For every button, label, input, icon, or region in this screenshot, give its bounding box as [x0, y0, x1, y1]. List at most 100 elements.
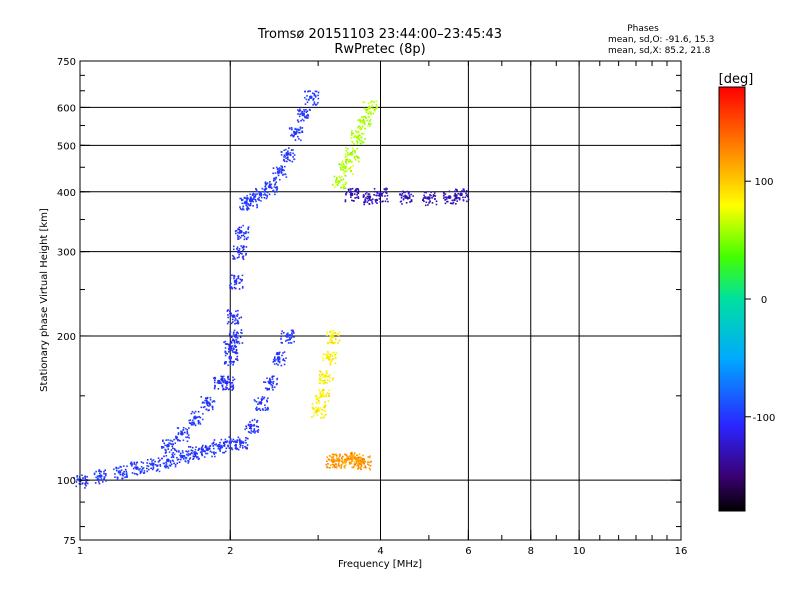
- data-point: [191, 410, 194, 413]
- trace-f2-o: [239, 90, 320, 211]
- data-point: [351, 451, 353, 454]
- data-point: [171, 453, 173, 456]
- data-point: [343, 459, 346, 462]
- data-point: [356, 191, 359, 194]
- data-point: [357, 467, 360, 469]
- data-point: [213, 386, 216, 389]
- data-point: [238, 249, 240, 252]
- data-point: [237, 238, 240, 240]
- data-point: [330, 338, 333, 340]
- data-point: [121, 477, 123, 480]
- data-point: [228, 381, 231, 384]
- data-point: [226, 322, 229, 325]
- stats-x-line: mean, sd,X: 85.2, 21.8: [608, 46, 711, 56]
- data-point: [360, 119, 363, 122]
- data-point: [223, 451, 226, 454]
- data-point: [424, 197, 427, 199]
- data-point: [255, 400, 258, 403]
- data-point: [293, 336, 295, 338]
- data-point: [169, 461, 172, 464]
- data-point: [221, 376, 224, 379]
- data-point: [234, 281, 237, 284]
- data-point: [297, 128, 299, 131]
- x-axis-label: Frequency [MHz]: [338, 559, 422, 570]
- trace-f2-x: [331, 100, 378, 190]
- data-point: [228, 334, 231, 336]
- y-tick-label: 100: [57, 476, 76, 487]
- data-point: [198, 415, 201, 418]
- data-point: [165, 439, 168, 441]
- data-point: [410, 200, 413, 203]
- data-point: [173, 453, 176, 456]
- data-point: [155, 463, 157, 466]
- data-point: [338, 453, 341, 456]
- data-point: [355, 461, 358, 464]
- data-point: [364, 138, 366, 140]
- data-point: [355, 136, 358, 139]
- data-point: [383, 188, 386, 190]
- data-point: [190, 412, 193, 415]
- data-point: [208, 447, 211, 450]
- data-point: [435, 200, 438, 203]
- data-point: [283, 331, 285, 334]
- data-point: [337, 342, 339, 344]
- data-point: [138, 468, 140, 471]
- data-point: [234, 440, 236, 443]
- data-point: [245, 436, 247, 439]
- data-point: [455, 196, 458, 198]
- data-point: [181, 450, 184, 452]
- data-point: [357, 456, 360, 459]
- data-point: [334, 459, 336, 461]
- data-point: [368, 120, 371, 122]
- data-point: [125, 476, 127, 478]
- trace-e-f1-rise-o: [160, 329, 244, 454]
- data-point: [249, 421, 251, 423]
- data-point: [329, 464, 332, 466]
- data-point: [348, 455, 351, 458]
- data-point: [193, 412, 196, 414]
- data-point: [352, 456, 355, 458]
- data-point: [280, 335, 282, 338]
- data-point: [337, 462, 340, 465]
- data-point: [207, 401, 210, 404]
- data-point: [278, 360, 281, 363]
- data-point: [362, 195, 365, 198]
- data-point: [232, 331, 235, 334]
- data-point: [224, 340, 227, 343]
- data-point: [227, 343, 230, 346]
- data-point: [426, 196, 428, 199]
- colorbar-label: [deg]: [719, 72, 754, 87]
- data-point: [191, 423, 193, 425]
- data-point: [321, 373, 324, 376]
- data-point: [332, 358, 334, 360]
- data-point: [265, 188, 267, 190]
- data-point: [342, 163, 345, 166]
- data-point: [268, 388, 270, 391]
- data-point: [311, 403, 314, 405]
- data-point: [260, 195, 262, 197]
- data-point: [235, 445, 237, 447]
- data-point: [324, 410, 327, 412]
- data-point: [281, 354, 283, 357]
- data-point: [125, 472, 128, 474]
- data-point: [357, 130, 360, 133]
- data-point: [76, 475, 79, 477]
- data-point: [178, 449, 180, 452]
- data-point: [326, 355, 328, 358]
- data-point: [255, 407, 257, 410]
- trace-f-spread-o: [344, 187, 470, 207]
- data-point: [369, 468, 372, 471]
- data-point: [353, 193, 356, 195]
- data-point: [276, 351, 278, 354]
- data-point: [202, 406, 205, 409]
- data-point: [213, 439, 216, 441]
- data-point: [197, 449, 200, 451]
- data-point: [293, 340, 295, 343]
- data-point: [200, 450, 203, 453]
- data-point: [188, 427, 190, 429]
- data-point: [215, 451, 217, 454]
- data-point: [232, 258, 234, 260]
- data-point: [152, 467, 155, 470]
- data-point: [434, 195, 437, 197]
- data-point: [120, 469, 123, 471]
